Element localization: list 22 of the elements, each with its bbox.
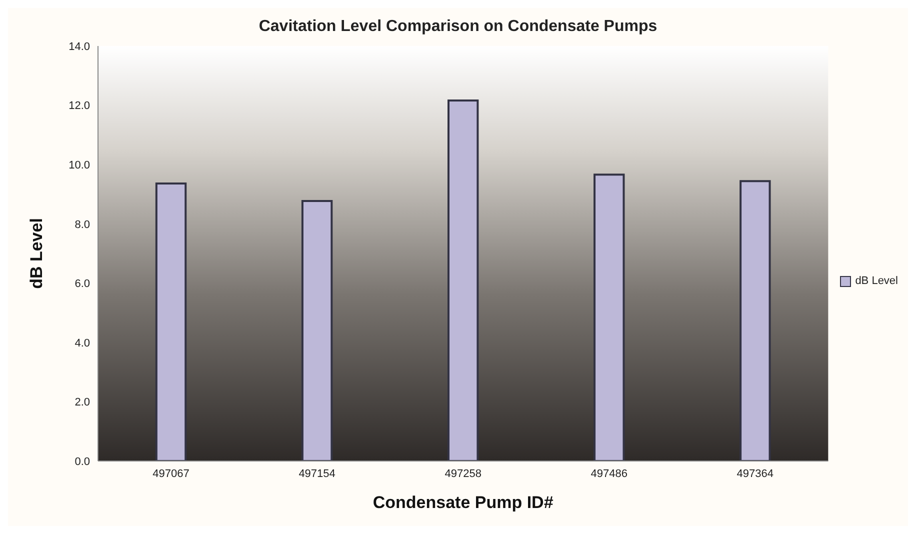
y-tick-label: 12.0 — [68, 100, 90, 112]
bar — [447, 100, 479, 461]
x-tick-label: 497154 — [298, 468, 336, 480]
chart-title: Cavitation Level Comparison on Condensate Pumps — [258, 17, 658, 36]
y-axis-title: dB Level — [27, 218, 46, 289]
x-axis-title: Condensate Pump ID# — [372, 493, 554, 512]
y-tick-label: 4.0 — [74, 337, 90, 350]
y-tick-label: 6.0 — [74, 278, 90, 290]
y-tick-label: 8.0 — [74, 218, 90, 231]
y-tick-label: 0.0 — [74, 456, 90, 468]
y-tick-label: 14.0 — [68, 40, 90, 53]
x-tick-label: 497486 — [590, 468, 628, 480]
x-tick-label: 497258 — [444, 468, 482, 480]
legend-label: dB Level — [855, 275, 898, 287]
bar — [301, 200, 333, 461]
bar — [740, 180, 771, 461]
bar — [594, 174, 625, 461]
x-tick-label: 497364 — [736, 468, 774, 480]
x-tick-label: 497067 — [152, 468, 190, 480]
y-tick-label: 2.0 — [74, 396, 90, 409]
y-tick-label: 10.0 — [68, 159, 90, 172]
bar — [155, 182, 187, 461]
